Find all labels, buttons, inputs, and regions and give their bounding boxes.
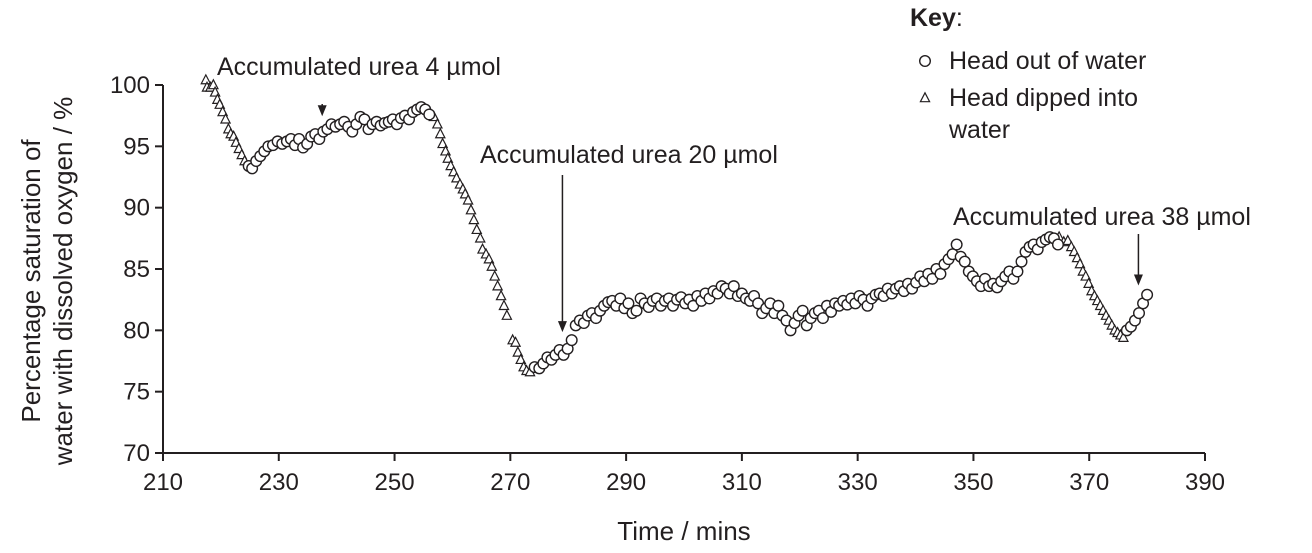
y-tick-label: 95	[123, 133, 150, 160]
data-point-head_out	[958, 255, 971, 268]
data-point-head_dipped	[462, 193, 474, 205]
y-tick-label: 75	[123, 379, 150, 406]
data-point-head_out	[727, 280, 740, 293]
data-point-head_dipped	[474, 231, 486, 243]
data-point-head_dipped	[434, 127, 446, 139]
annotation-arrow-head	[557, 321, 567, 333]
x-tick-label: 270	[490, 469, 530, 496]
data-point-head_dipped	[486, 260, 498, 271]
y-tick-label: 70	[123, 440, 150, 467]
data-point-head_out	[1051, 238, 1064, 251]
data-point-head_dipped	[501, 309, 513, 320]
legend-label: Head out of water	[949, 47, 1146, 75]
x-tick-label: 310	[722, 469, 762, 496]
legend-title: Key:	[910, 4, 963, 32]
data-point-head_out	[630, 304, 643, 317]
data-point-head_out	[1133, 307, 1146, 320]
series-head_out	[242, 101, 1154, 375]
legend: Key: Head out of water Head dipped into wat…	[910, 4, 1146, 144]
y-axis-title-line: water with dissolved oxygen / %	[48, 97, 78, 467]
tick-group: 210 230 250 270 290 310 330 350 370 390 70 75 80 85 90…	[110, 72, 1225, 496]
series-head_dipped	[200, 73, 1129, 377]
data-point-head_dipped	[214, 98, 226, 109]
data-point-head_dipped	[217, 105, 229, 117]
y-axis-title: Percentage saturation of water with disso…	[16, 97, 78, 467]
data-point-head_dipped	[442, 152, 454, 163]
y-tick-label: 90	[123, 195, 150, 222]
data-point-head_dipped	[498, 299, 510, 311]
x-axis-title: Time / mins	[617, 516, 750, 546]
x-tick-label: 390	[1185, 469, 1225, 496]
data-point-head_out	[1011, 265, 1024, 278]
data-point-head_out	[934, 267, 947, 280]
annotations: Accumulated urea 4 µmol Accumulated urea …	[217, 53, 1251, 333]
data-point-head_dipped	[1062, 234, 1074, 246]
legend-label: water	[948, 116, 1010, 144]
x-tick-label: 330	[838, 469, 878, 496]
data-point-head_out	[622, 297, 635, 310]
data-point-head_out	[565, 334, 578, 347]
y-tick-label: 80	[123, 317, 150, 344]
data-point-head_out	[816, 312, 829, 325]
y-tick-label: 100	[110, 72, 150, 99]
data-point-head_out	[423, 108, 436, 121]
annotation-arrow-head	[317, 105, 327, 117]
legend-label: Head dipped into	[949, 84, 1138, 112]
x-tick-label: 370	[1069, 469, 1109, 496]
data-point-head_dipped	[1083, 277, 1095, 288]
annotation-arrow-head	[1133, 274, 1143, 286]
data-point-head_dipped	[512, 345, 524, 357]
data-point-head_dipped	[431, 117, 443, 129]
legend-marker-head_dipped	[919, 91, 931, 103]
data-point-head_dipped	[1080, 269, 1092, 281]
data-point-head_dipped	[515, 353, 527, 365]
data-point-head_dipped	[450, 171, 463, 183]
annotation-label: Accumulated urea 4 µmol	[217, 53, 501, 81]
data-point-head_out	[796, 304, 809, 317]
data-point-head_dipped	[495, 289, 507, 301]
y-axis-title-line: Percentage saturation of	[16, 139, 46, 423]
x-tick-label: 230	[259, 469, 299, 496]
data-point-head_dipped	[1117, 331, 1129, 342]
annotation-label: Accumulated urea 20 µmol	[480, 141, 778, 169]
data-point-head_dipped	[471, 223, 483, 235]
y-tick-label: 85	[123, 256, 150, 283]
legend-marker-head_out	[919, 55, 932, 68]
x-tick-label: 210	[143, 469, 183, 496]
data-marks	[200, 73, 1154, 377]
annotation-label: Accumulated urea 38 µmol	[953, 203, 1251, 231]
data-point-head_dipped	[483, 252, 495, 264]
data-point-head_dipped	[509, 336, 522, 347]
data-point-head_dipped	[465, 203, 477, 215]
data-point-head_out	[1141, 288, 1154, 301]
data-point-head_dipped	[1074, 257, 1086, 269]
x-tick-label: 290	[606, 469, 646, 496]
data-point-head_dipped	[200, 73, 212, 85]
data-point-head_dipped	[207, 78, 219, 90]
data-point-head_dipped	[492, 279, 504, 291]
x-tick-label: 350	[953, 469, 993, 496]
data-point-head_dipped	[489, 269, 501, 281]
data-point-head_out	[950, 238, 963, 251]
data-point-head_dipped	[437, 137, 449, 149]
data-point-head_out	[1015, 255, 1028, 268]
data-point-head_dipped	[468, 213, 480, 225]
data-point-head_dipped	[219, 112, 232, 124]
x-tick-label: 250	[375, 469, 415, 496]
data-point-head_out	[772, 299, 785, 312]
